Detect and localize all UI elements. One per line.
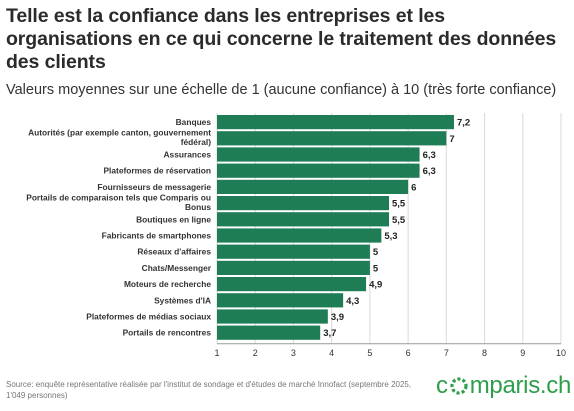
category-label-line: Plateformes de médias sociaux <box>86 312 211 322</box>
category-label-line: Portails de comparaison tels que Compari… <box>26 192 211 202</box>
x-tick-label: 5 <box>367 348 372 358</box>
category-label-line: Portails de rencontres <box>123 328 212 338</box>
x-axis: 1 2 3 4 5 6 7 8 9 10 <box>214 343 566 358</box>
category-label: Plateformes de médias sociaux <box>86 312 211 322</box>
bar <box>217 260 370 275</box>
value-label: 5 <box>373 263 379 274</box>
category-label-line: Autorités (par exemple canton, gouvernem… <box>28 128 211 138</box>
category-label: Moteurs de recherche <box>124 279 211 289</box>
source-note: Source: enquête représentative réalisée … <box>6 380 412 400</box>
x-tick-label: 10 <box>556 348 566 358</box>
x-tick-label: 4 <box>329 348 334 358</box>
bar <box>217 244 370 259</box>
bar <box>217 179 409 194</box>
bar <box>217 196 389 211</box>
chart-title: Telle est la confiance dans les entrepri… <box>6 5 557 73</box>
category-label-line: Plateformes de réservation <box>103 166 211 176</box>
category-label: Portails de comparaison tels que Compari… <box>26 192 211 212</box>
x-tick-label: 1 <box>214 348 219 358</box>
value-label: 3,9 <box>331 312 344 323</box>
x-tick-label: 2 <box>253 348 258 358</box>
category-label: Portails de rencontres <box>123 328 212 338</box>
x-tick-label: 6 <box>406 348 411 358</box>
category-label-line: Systèmes d'IA <box>154 295 211 305</box>
value-label: 5,5 <box>392 199 406 210</box>
bar <box>217 147 420 162</box>
value-label: 7 <box>449 134 454 145</box>
x-tick-label: 8 <box>482 348 487 358</box>
category-label-line: Fournisseurs de messagerie <box>97 182 211 192</box>
category-label-line: Moteurs de recherche <box>124 279 211 289</box>
brand-text-right: mparis.ch <box>469 372 572 399</box>
value-label: 6,3 <box>423 150 436 161</box>
category-label-line: Banques <box>176 117 212 127</box>
category-label-line: Réseaux d'affaires <box>137 247 211 257</box>
chart-subtitle: Valeurs moyennes sur une échelle de 1 (a… <box>6 82 557 98</box>
value-label: 6,3 <box>423 166 436 177</box>
comparis-ring-logo-icon <box>450 377 468 395</box>
value-label: 5,3 <box>384 231 397 242</box>
bar <box>217 115 454 130</box>
category-label-line: Chats/Messenger <box>142 263 212 273</box>
bar <box>217 293 344 308</box>
bar <box>217 309 328 324</box>
bar <box>217 277 367 292</box>
value-label: 4,3 <box>346 296 359 307</box>
category-label: Boutiques en ligne <box>136 214 211 224</box>
bar-layer: 7,27 6,3 6,3 6 5,5 5,5 5,3 5 5 4,9 4,33,9 3,7 <box>217 115 470 340</box>
value-label: 5 <box>373 247 379 258</box>
bar <box>217 163 420 178</box>
bar <box>217 212 389 227</box>
category-label-line: Assurances <box>164 150 212 160</box>
category-label-line: Fabricants de smartphones <box>102 231 212 241</box>
category-label-line: fédéral) <box>181 137 211 147</box>
category-label-line: Bonus <box>185 202 211 212</box>
brand-text-left: c <box>436 372 448 399</box>
bar <box>217 228 382 243</box>
value-label: 6 <box>411 182 416 193</box>
x-tick-label: 7 <box>444 348 449 358</box>
value-label: 4,9 <box>369 280 382 291</box>
category-label: Autorités (par exemple canton, gouvernem… <box>28 128 211 148</box>
value-label: 7,2 <box>457 118 470 129</box>
value-label: 5,5 <box>392 215 406 226</box>
bar <box>217 325 321 340</box>
category-label: Réseaux d'affaires <box>137 247 211 257</box>
bar <box>217 131 447 146</box>
comparis-logo[interactable]: c mparis.ch <box>436 372 571 400</box>
category-label: Fournisseurs de messagerie <box>97 182 211 192</box>
category-label: Assurances <box>164 150 212 160</box>
x-tick-label: 3 <box>291 348 296 358</box>
x-tick-label: 9 <box>520 348 525 358</box>
category-label: Systèmes d'IA <box>154 295 211 305</box>
category-label: Banques <box>176 117 212 127</box>
category-label: Fabricants de smartphones <box>102 231 212 241</box>
category-label: Chats/Messenger <box>142 263 212 273</box>
value-label: 3,7 <box>323 328 336 339</box>
category-label: Plateformes de réservation <box>103 166 211 176</box>
category-label-line: Boutiques en ligne <box>136 214 211 224</box>
